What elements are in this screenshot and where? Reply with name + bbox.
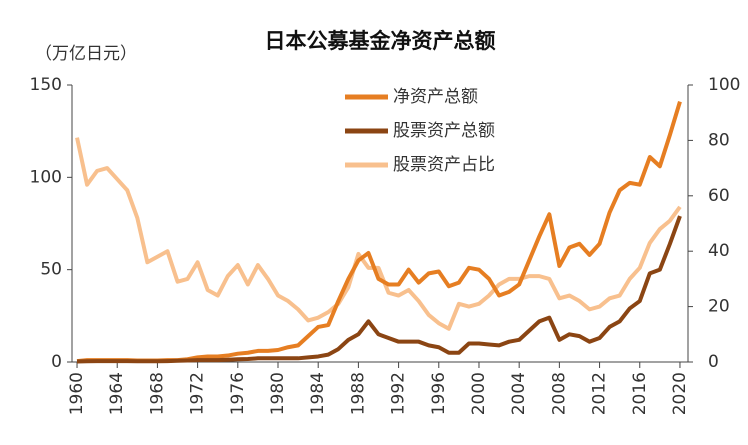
x-tick-label: 1968	[147, 372, 167, 415]
chart-title: 日本公募基金净资产总额	[265, 29, 496, 53]
y-tick-label: 150	[30, 75, 62, 95]
x-tick-label: 2012	[590, 372, 610, 415]
series-line	[76, 215, 682, 364]
legend-label: 股票资产总额	[393, 121, 495, 141]
x-tick-label: 2008	[549, 372, 569, 415]
x-tick-label: 2016	[630, 372, 650, 415]
legend-label: 净资产总额	[393, 87, 478, 107]
x-tick-label: 1992	[389, 372, 409, 415]
y-tick-label: 100	[30, 167, 62, 187]
x-tick-label: 2020	[670, 372, 690, 415]
y2-tick-label: 40	[708, 241, 730, 261]
y2-tick-label: 0	[708, 352, 719, 372]
x-tick-label: 1984	[308, 372, 328, 415]
x-tick-label: 1988	[348, 372, 368, 415]
y-tick-label: 0	[51, 352, 62, 372]
x-tick-label: 1980	[268, 372, 288, 415]
y2-tick-label: 60	[708, 186, 730, 206]
x-tick-label: 1976	[228, 372, 248, 415]
y2-tick-label: 20	[708, 297, 730, 317]
series-line	[75, 137, 682, 331]
y-axis-label: （万亿日元）	[35, 44, 137, 64]
series-line	[76, 101, 682, 364]
y2-tick-label: 100	[708, 75, 740, 95]
x-tick-label: 1972	[188, 372, 208, 415]
y-tick-label: 50	[40, 260, 62, 280]
x-tick-label: 1996	[429, 372, 449, 415]
legend-label: 股票资产占比	[393, 155, 495, 175]
x-tick-label: 1964	[107, 372, 127, 415]
x-tick-label: 2000	[469, 372, 489, 415]
x-tick-label: 1960	[67, 372, 87, 415]
y2-tick-label: 80	[708, 130, 730, 150]
x-tick-label: 2004	[509, 372, 529, 415]
